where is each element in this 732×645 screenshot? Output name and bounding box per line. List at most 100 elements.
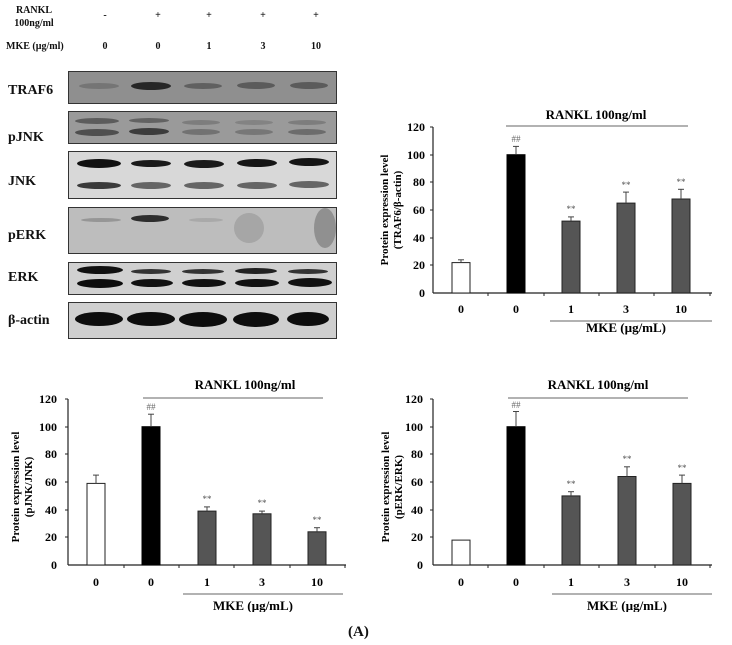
bar: [252, 513, 272, 566]
y-axis-label-sub: (pERK/ERK): [393, 455, 405, 520]
significance-label: **: [567, 479, 577, 489]
chart-perk-plot: RANKL 100ng/ml 120 100 80 60 40 20 0 Pro…: [380, 377, 712, 612]
y-tick-label: 120: [405, 392, 423, 406]
blot-label-perk: pERK: [8, 228, 47, 243]
y-tick-label: 40: [45, 503, 57, 517]
significance-label: ##: [512, 134, 522, 144]
chart-title: RANKL 100ng/ml: [548, 377, 649, 392]
y-tick-label: 20: [411, 530, 423, 544]
y-tick-label: 100: [407, 148, 425, 162]
x-tick-label: 0: [93, 575, 99, 589]
y-tick-label: 60: [413, 203, 425, 217]
mke-row-label: MKE (µg/ml): [6, 41, 64, 52]
y-tick-label: 60: [411, 475, 423, 489]
x-tick-label: 0: [458, 302, 464, 316]
y-tick-label: 120: [407, 120, 425, 134]
x-tick-label: 10: [676, 575, 688, 589]
chart-perk: RANKL 100ng/ml 120 100 80 60 40 20 0 Pro…: [380, 377, 712, 612]
bar: [561, 495, 581, 566]
y-axis-label: Protein expression level: [379, 155, 391, 266]
x-tick-label: 1: [204, 575, 210, 589]
y-axis-label: Protein expression level: [380, 432, 392, 543]
x-tick-label: 3: [624, 575, 630, 589]
mke-value: 0: [155, 41, 161, 52]
chart-title: RANKL 100ng/ml: [195, 377, 296, 392]
x-tick-label: 0: [458, 575, 464, 589]
chart-title: RANKL 100ng/ml: [546, 107, 647, 122]
mke-value: 3: [260, 41, 266, 52]
mke-value: 1: [206, 41, 212, 52]
chart-traf6-plot: RANKL 100ng/ml 120 100 80 60 40 20 0 Pro…: [379, 107, 712, 322]
chart-traf6: RANKL 100ng/ml 120 100 80 60 40 20 0 Pro…: [379, 107, 712, 322]
bar: [672, 482, 692, 566]
y-axis-label-sub: (TRAF6/β-actin): [392, 170, 404, 249]
bar: [617, 476, 637, 566]
significance-label: **: [313, 515, 323, 525]
blot-label-jnk: JNK: [8, 174, 36, 189]
y-tick-label: 120: [39, 392, 57, 406]
x-axis-label: MKE (µg/mL): [586, 320, 666, 335]
significance-label: **: [623, 454, 633, 464]
significance-label: **: [567, 204, 577, 214]
mke-value: 10: [311, 41, 321, 52]
blot-pjnk: [68, 111, 337, 144]
bar: [561, 220, 581, 294]
y-axis-label-sub: (pJNK/JNK): [23, 456, 35, 517]
x-tick-label: 3: [623, 302, 629, 316]
x-tick-label: 0: [513, 575, 519, 589]
blot-perk: [68, 207, 337, 254]
rankl-label-line1: RANKL: [15, 5, 53, 16]
blot-erk: [68, 262, 337, 295]
y-tick-label: 0: [51, 558, 57, 572]
blot-traf6: [68, 71, 337, 104]
bar: [451, 262, 471, 294]
x-tick-label: 10: [675, 302, 687, 316]
y-tick-label: 0: [417, 558, 423, 572]
rankl-value: +: [155, 10, 161, 21]
significance-label: **: [678, 463, 688, 473]
rankl-row-label: RANKL 100ng/ml: [0, 4, 68, 30]
y-tick-label: 0: [419, 286, 425, 300]
bar: [616, 202, 636, 294]
mke-value: 0: [102, 41, 108, 52]
bar: [451, 539, 471, 566]
significance-label: **: [203, 494, 213, 504]
y-tick-label: 80: [45, 447, 57, 461]
significance-label: **: [622, 180, 632, 190]
chart-traf6-xlabel-svg: MKE (µg/mL): [586, 320, 666, 335]
bar: [506, 154, 526, 294]
x-axis-label: MKE (µg/mL): [587, 598, 667, 612]
bar: [506, 426, 526, 566]
x-tick-label: 1: [568, 302, 574, 316]
bar: [141, 426, 161, 566]
blot-label-pjnk: pJNK: [8, 130, 44, 145]
bar: [671, 198, 691, 294]
bar: [86, 482, 106, 566]
significance-label: **: [677, 177, 687, 187]
blot-label-beta-actin: β-actin: [8, 313, 50, 328]
rankl-label-line2: 100ng/ml: [14, 18, 54, 29]
significance-label: ##: [147, 402, 157, 412]
bar: [197, 510, 217, 566]
y-tick-label: 40: [411, 503, 423, 517]
x-tick-label: 10: [311, 575, 323, 589]
x-tick-label: 3: [259, 575, 265, 589]
y-axis-label: Protein expression level: [10, 432, 22, 543]
x-tick-label: 1: [568, 575, 574, 589]
chart-pjnk: RANKL 100ng/ml 120 100 80 60 40 20 0 Pro…: [10, 377, 346, 612]
rankl-value: -: [103, 10, 107, 21]
blot-label-erk: ERK: [8, 270, 39, 285]
y-tick-label: 40: [413, 231, 425, 245]
x-tick-label: 0: [513, 302, 519, 316]
blot-beta-actin: [68, 302, 337, 339]
y-tick-label: 20: [45, 530, 57, 544]
y-tick-label: 60: [45, 475, 57, 489]
figure-panel-label: (A): [348, 624, 369, 640]
rankl-value: +: [206, 10, 212, 21]
y-tick-label: 80: [413, 175, 425, 189]
bar: [307, 531, 327, 566]
rankl-value: +: [260, 10, 266, 21]
y-tick-label: 80: [411, 447, 423, 461]
blot-label-traf6: TRAF6: [8, 83, 54, 98]
y-tick-label: 20: [413, 258, 425, 272]
